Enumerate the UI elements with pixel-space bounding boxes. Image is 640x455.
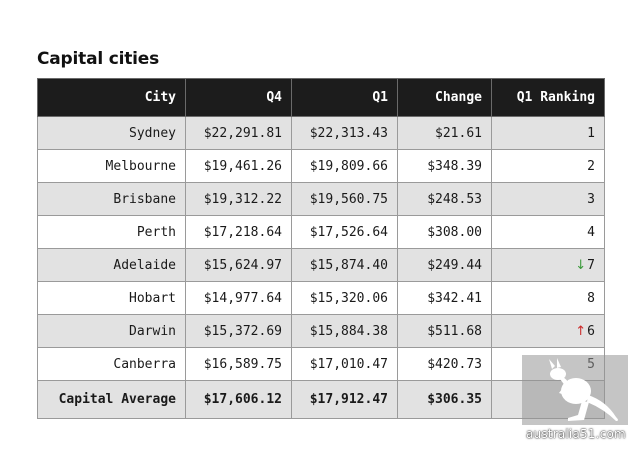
cell-city: Hobart [37,281,186,315]
cell-city: Sydney [37,116,186,150]
cell-change: $249.44 [397,248,492,282]
cell-q4: $15,624.97 [185,248,292,282]
footer-rank [491,380,605,419]
cell-q1: $22,313.43 [291,116,398,150]
cell-q1: $19,809.66 [291,149,398,183]
table-row: Adelaide $15,624.97 $15,874.40 $249.44 ↓7 [37,248,605,282]
footer-city: Capital Average [37,380,186,419]
cell-city: Melbourne [37,149,186,183]
column-header-change: Change [397,78,492,117]
cell-q1-ranking: ↓7 [491,248,605,282]
footer-change: $306.35 [397,380,492,419]
cell-city: Brisbane [37,182,186,216]
cell-q4: $16,589.75 [185,347,292,381]
cell-q4: $14,977.64 [185,281,292,315]
column-header-q1-ranking: Q1 Ranking [491,78,605,117]
capital-cities-table: City Q4 Q1 Change Q1 Ranking Sydney $22,2… [37,78,605,419]
cell-city: Adelaide [37,248,186,282]
arrow-up-icon: ↑ [575,323,587,339]
cell-q1: $15,884.38 [291,314,398,348]
cell-city: Darwin [37,314,186,348]
rank-value: 5 [587,356,595,372]
column-header-q4: Q4 [185,78,292,117]
table-row: Melbourne $19,461.26 $19,809.66 $348.39 2 [37,149,605,183]
cell-q4: $22,291.81 [185,116,292,150]
cell-q1-ranking: 8 [491,281,605,315]
watermark-text: australia51.com [526,427,626,441]
cell-q1-ranking: 2 [491,149,605,183]
rank-value: 7 [587,257,595,273]
footer-q1: $17,912.47 [291,380,398,419]
cell-q4: $15,372.69 [185,314,292,348]
column-header-q1: Q1 [291,78,398,117]
table-footer-row: Capital Average $17,606.12 $17,912.47 $3… [37,380,605,419]
cell-change: $511.68 [397,314,492,348]
cell-q1-ranking: ↑6 [491,314,605,348]
page-title: Capital cities [37,49,159,69]
cell-city: Canberra [37,347,186,381]
cell-q1-ranking: 3 [491,182,605,216]
rank-value: 4 [587,224,595,240]
column-header-city: City [37,78,186,117]
cell-q1-ranking: 1 [491,116,605,150]
table-row: Darwin $15,372.69 $15,884.38 $511.68 ↑6 [37,314,605,348]
cell-q1: $15,874.40 [291,248,398,282]
footer-q4: $17,606.12 [185,380,292,419]
table-header-row: City Q4 Q1 Change Q1 Ranking [37,78,605,117]
cell-q4: $19,312.22 [185,182,292,216]
cell-change: $342.41 [397,281,492,315]
cell-q4: $17,218.64 [185,215,292,249]
rank-value: 2 [587,158,595,174]
rank-value: 3 [587,191,595,207]
rank-value: 6 [587,323,595,339]
cell-change: $21.61 [397,116,492,150]
rank-value: 1 [587,125,595,141]
cell-q1: $15,320.06 [291,281,398,315]
table-row: Canberra $16,589.75 $17,010.47 $420.73 5 [37,347,605,381]
cell-change: $348.39 [397,149,492,183]
cell-q1: $19,560.75 [291,182,398,216]
cell-q1-ranking: 5 [491,347,605,381]
cell-q1: $17,010.47 [291,347,398,381]
cell-q1-ranking: 4 [491,215,605,249]
cell-q4: $19,461.26 [185,149,292,183]
table-row: Sydney $22,291.81 $22,313.43 $21.61 1 [37,116,605,150]
table-row: Perth $17,218.64 $17,526.64 $308.00 4 [37,215,605,249]
arrow-down-icon: ↓ [575,257,587,273]
cell-change: $248.53 [397,182,492,216]
cell-change: $420.73 [397,347,492,381]
rank-value: 8 [587,290,595,306]
cell-change: $308.00 [397,215,492,249]
table-row: Hobart $14,977.64 $15,320.06 $342.41 8 [37,281,605,315]
cell-q1: $17,526.64 [291,215,398,249]
table-row: Brisbane $19,312.22 $19,560.75 $248.53 3 [37,182,605,216]
cell-city: Perth [37,215,186,249]
